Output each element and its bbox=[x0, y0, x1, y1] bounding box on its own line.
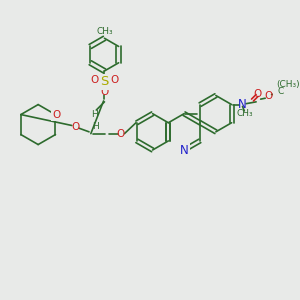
Text: (CH₃)₃: (CH₃)₃ bbox=[276, 80, 300, 89]
Text: H: H bbox=[91, 110, 98, 119]
Text: O: O bbox=[100, 87, 109, 97]
Text: O: O bbox=[52, 110, 61, 120]
Text: O: O bbox=[111, 75, 119, 85]
Text: H: H bbox=[92, 122, 99, 131]
Text: N: N bbox=[180, 144, 188, 158]
Text: O: O bbox=[110, 75, 118, 85]
Text: O: O bbox=[89, 75, 98, 85]
Text: O: O bbox=[90, 75, 99, 85]
Text: CH₃: CH₃ bbox=[236, 109, 253, 118]
Text: S: S bbox=[101, 75, 108, 88]
Text: O: O bbox=[117, 129, 125, 139]
Text: C: C bbox=[278, 87, 284, 96]
Text: O: O bbox=[71, 122, 80, 132]
Text: S: S bbox=[100, 75, 109, 88]
Text: N: N bbox=[238, 98, 247, 111]
Text: O: O bbox=[265, 92, 273, 101]
Text: O: O bbox=[254, 89, 262, 99]
Text: CH₃: CH₃ bbox=[96, 27, 113, 36]
